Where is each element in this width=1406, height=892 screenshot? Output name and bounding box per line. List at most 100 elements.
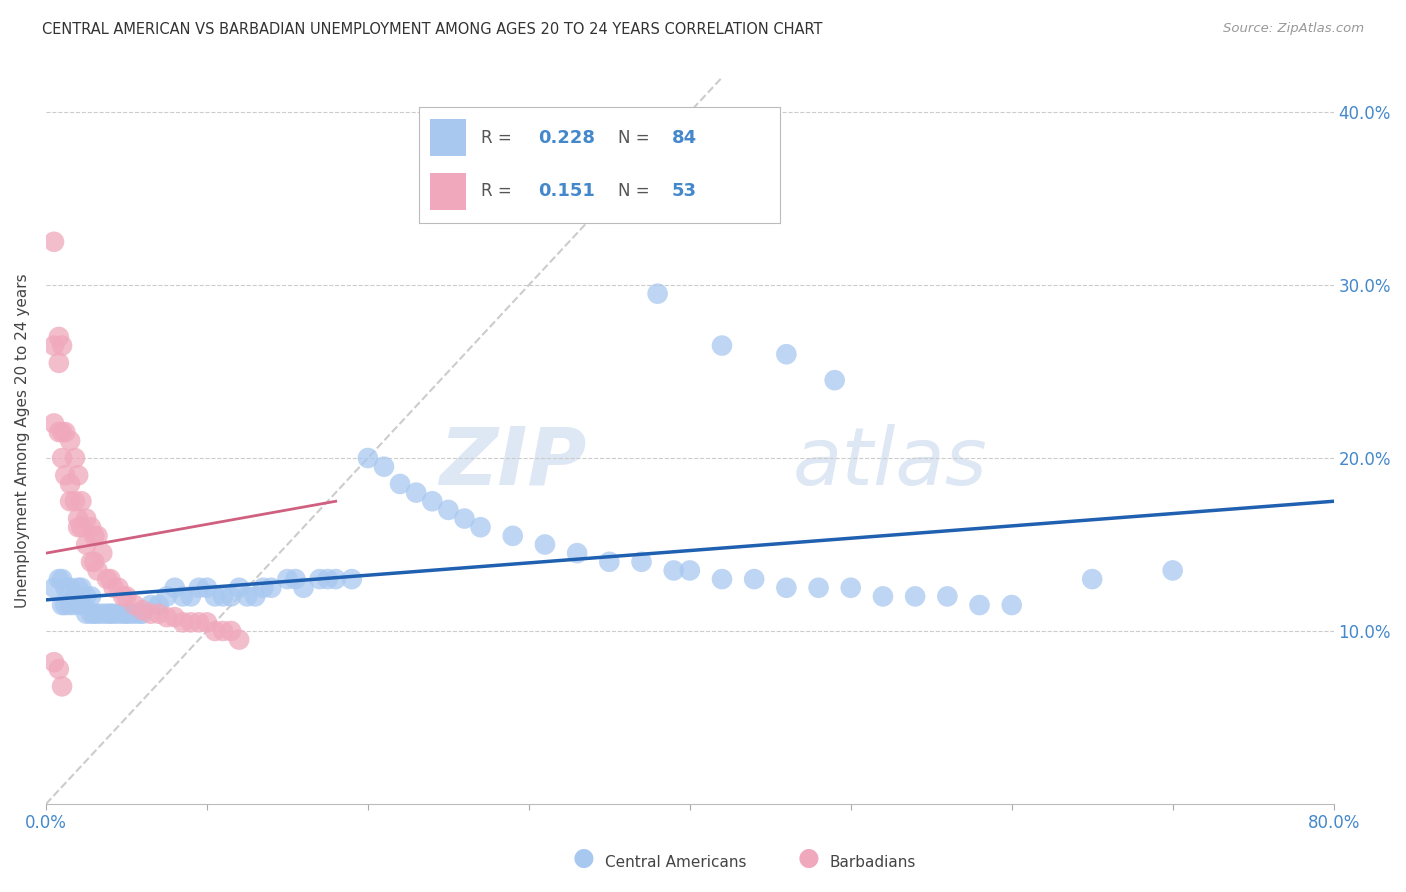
Point (86, 529, 108, 543)
Point (163, 581, 186, 595)
Point (115, 607, 138, 621)
Point (598, 555, 620, 569)
Point (775, 581, 797, 595)
Point (662, 564, 685, 578)
Point (373, 459, 395, 474)
Point (51, 679, 73, 693)
Point (42, 235, 65, 249)
Point (405, 485, 427, 500)
Point (86, 607, 108, 621)
Point (53, 425, 76, 439)
Point (63, 590, 86, 604)
Point (420, 494, 443, 508)
Point (124, 598, 146, 612)
Point (204, 624, 226, 638)
Point (115, 590, 138, 604)
Point (325, 572, 347, 586)
Point (75, 607, 97, 621)
Point (236, 590, 259, 604)
Point (48, 662, 70, 676)
Text: Central Americans: Central Americans (605, 855, 747, 870)
Point (565, 546, 588, 560)
Point (711, 572, 734, 586)
Point (48, 572, 70, 586)
Point (228, 632, 250, 647)
Text: Barbadians: Barbadians (830, 855, 915, 870)
Point (156, 590, 179, 604)
Text: CENTRAL AMERICAN VS BARBADIAN UNEMPLOYMENT AMONG AGES 20 TO 24 YEARS CORRELATION: CENTRAL AMERICAN VS BARBADIAN UNEMPLOYME… (42, 22, 823, 37)
Point (51, 425, 73, 439)
Point (260, 581, 283, 595)
Point (340, 572, 363, 586)
Text: atlas: atlas (793, 424, 987, 501)
Point (91, 607, 114, 621)
Point (195, 581, 218, 595)
Point (437, 503, 460, 517)
Point (148, 598, 170, 612)
Point (67, 581, 90, 595)
Point (70, 494, 93, 508)
Point (502, 529, 524, 543)
Point (172, 590, 194, 604)
Point (42, 338, 65, 352)
Point (163, 610, 186, 624)
Point (63, 598, 86, 612)
Point (308, 572, 330, 586)
Point (131, 607, 153, 621)
Point (53, 598, 76, 612)
Point (180, 590, 202, 604)
Y-axis label: Unemployment Among Ages 20 to 24 years: Unemployment Among Ages 20 to 24 years (15, 274, 30, 608)
Point (70, 520, 93, 534)
Point (156, 610, 179, 624)
Point (53, 468, 76, 483)
Point (872, 590, 894, 604)
Point (195, 615, 218, 630)
Point (112, 607, 135, 621)
Point (67, 520, 90, 534)
Point (124, 607, 146, 621)
Point (51, 338, 73, 352)
Point (75, 590, 97, 604)
Point (245, 590, 267, 604)
Point (42, 417, 65, 431)
Point (647, 286, 669, 301)
Point (131, 603, 153, 617)
Point (42, 581, 65, 595)
Point (96, 607, 118, 621)
Point (630, 555, 652, 569)
Point (96, 572, 118, 586)
Point (1161, 564, 1184, 578)
Point (1001, 598, 1024, 612)
Point (98, 572, 121, 586)
Point (75, 511, 97, 525)
Point (59, 581, 82, 595)
Point (67, 511, 90, 525)
Point (904, 590, 927, 604)
Point (91, 546, 114, 560)
Point (148, 607, 170, 621)
Point (112, 590, 135, 604)
Point (118, 607, 141, 621)
Point (70, 581, 93, 595)
Text: ZIP: ZIP (440, 424, 586, 501)
Point (292, 581, 315, 595)
Point (679, 564, 702, 578)
Text: ●: ● (572, 846, 595, 870)
Point (839, 581, 862, 595)
Point (53, 581, 76, 595)
Point (180, 615, 202, 630)
Point (172, 615, 194, 630)
Point (103, 581, 125, 595)
Point (48, 330, 70, 344)
Point (103, 607, 125, 621)
Point (70, 598, 93, 612)
Point (742, 572, 765, 586)
Point (51, 572, 73, 586)
Text: ●: ● (797, 846, 820, 870)
Point (48, 425, 70, 439)
Point (63, 450, 86, 465)
Point (534, 537, 557, 551)
Point (86, 564, 108, 578)
Point (711, 338, 734, 352)
Point (316, 572, 339, 586)
